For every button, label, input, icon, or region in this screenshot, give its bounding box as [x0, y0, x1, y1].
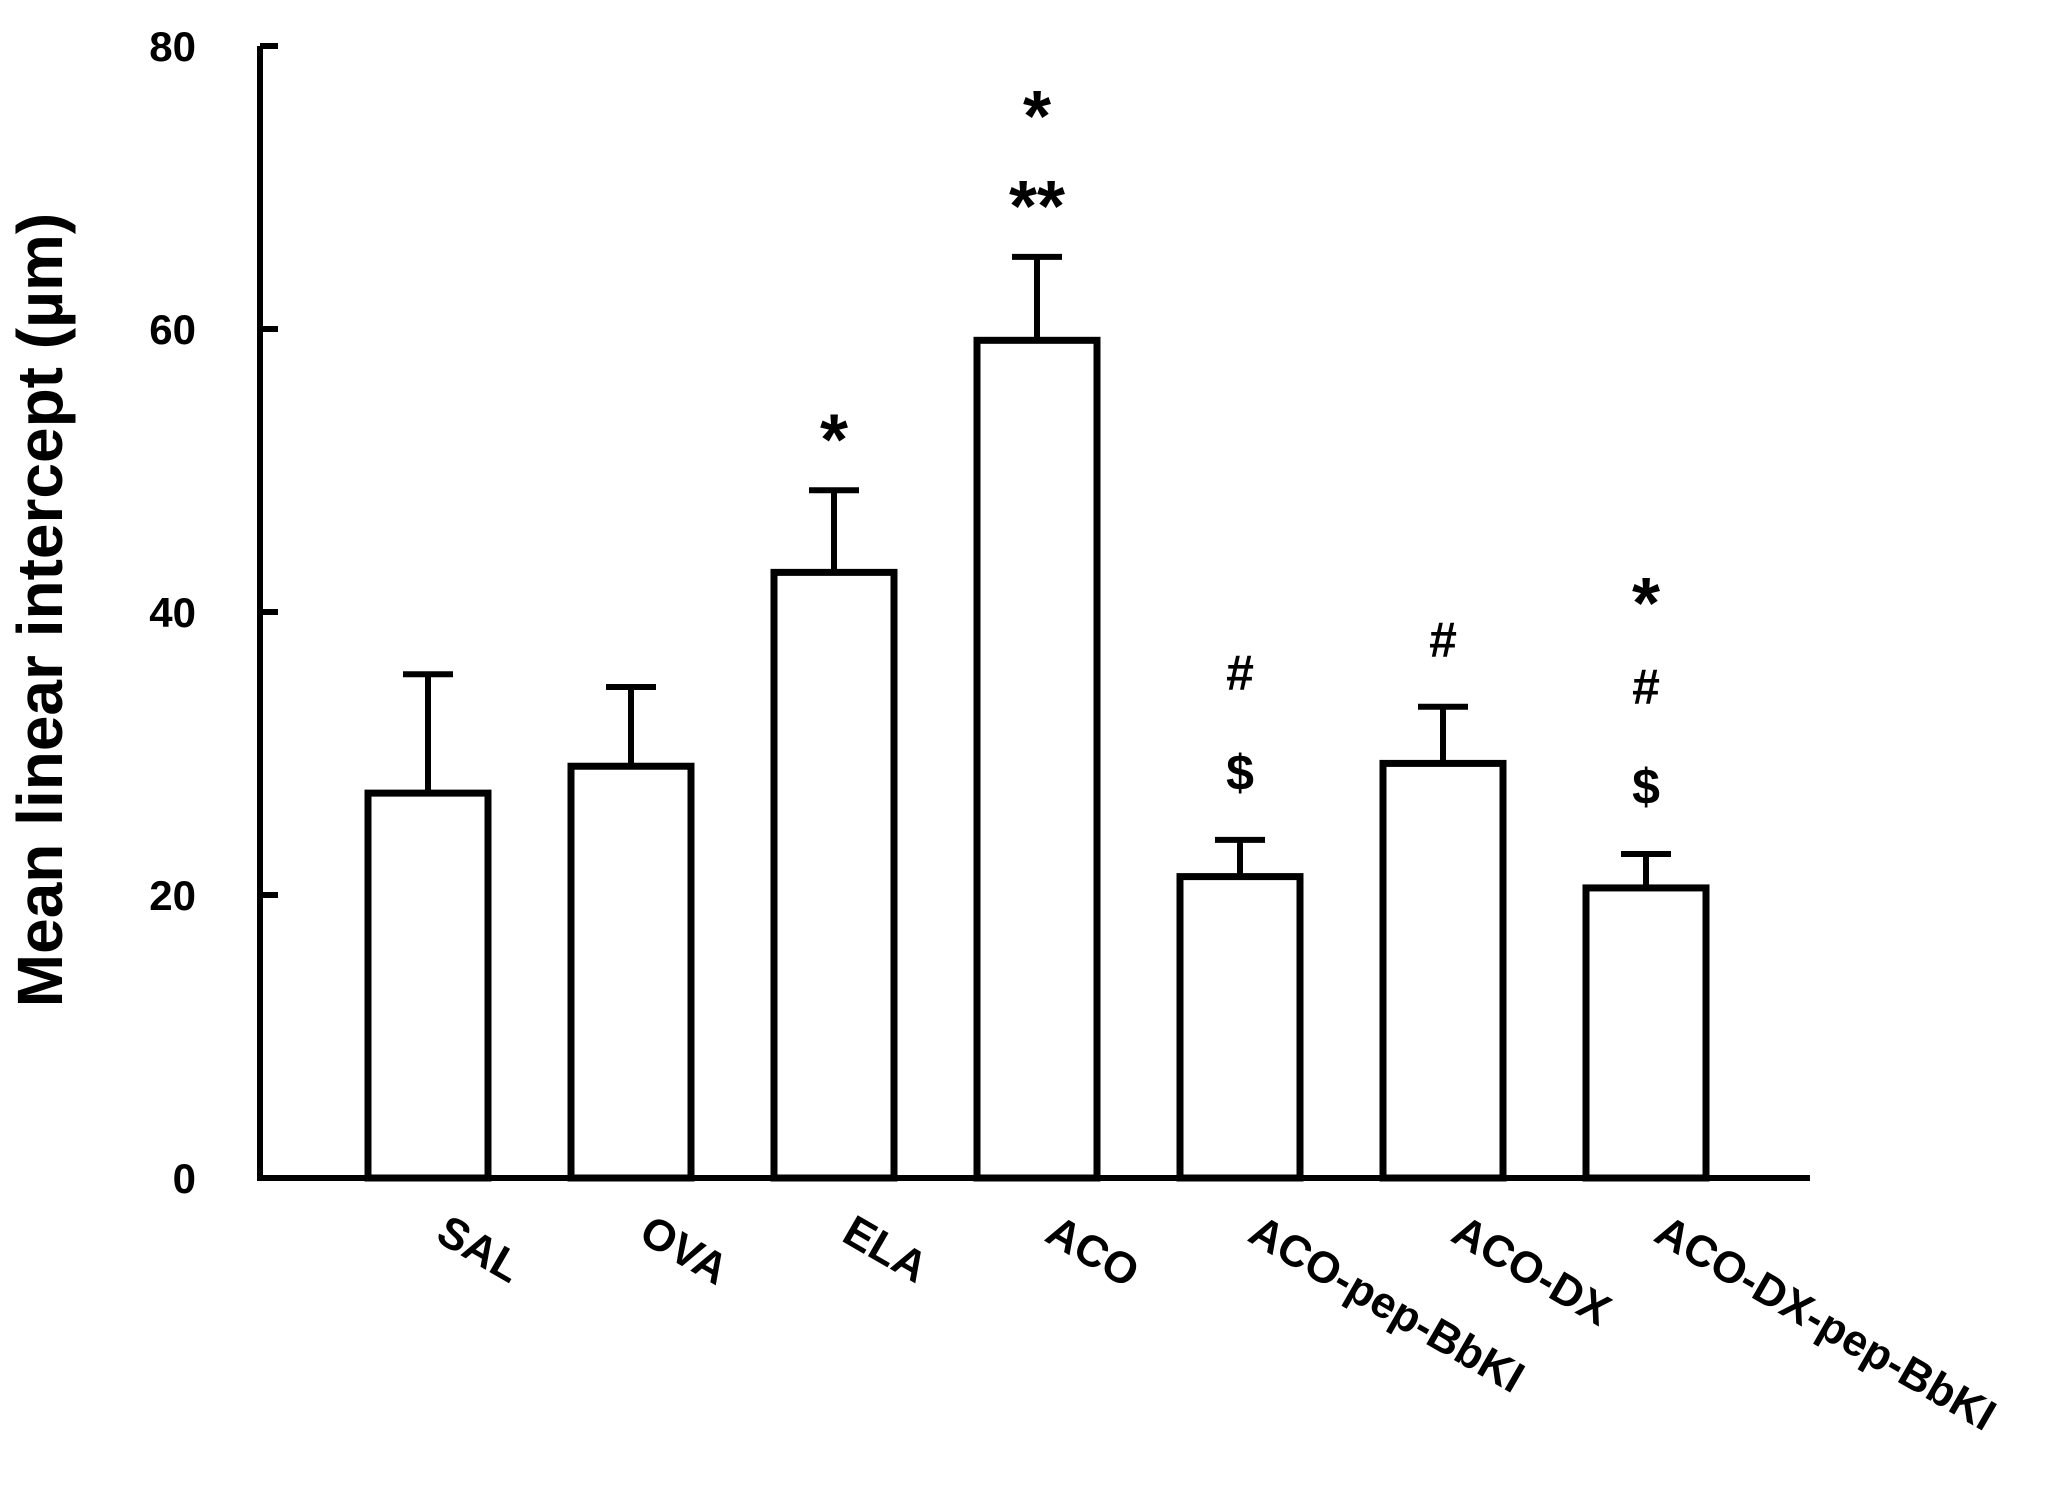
significance-marker: **	[1009, 167, 1065, 247]
significance-marker: #	[1632, 659, 1660, 715]
y-axis-title: Mean linear intercept (µm)	[4, 213, 76, 1007]
y-tick-label: 0	[173, 1155, 196, 1202]
significance-marker: #	[1226, 645, 1254, 701]
bar-aco-dx-pep-bbki	[1582, 884, 1710, 1182]
significance-marker: *	[1023, 77, 1051, 157]
bar-sal	[364, 789, 492, 1182]
bar-ela	[770, 568, 898, 1182]
y-tick-label: 20	[149, 872, 196, 919]
y-tick-label: 60	[149, 306, 196, 353]
x-tick-label: ACO	[1038, 1206, 1147, 1297]
significance-annotations: ****$##$#*	[820, 77, 1660, 815]
bars	[364, 336, 1710, 1182]
bar-aco	[973, 336, 1101, 1182]
y-tick-label: 40	[149, 589, 196, 636]
significance-marker: #	[1429, 612, 1457, 668]
x-tick-label: OVA	[632, 1206, 736, 1294]
x-tick-label: SAL	[429, 1206, 530, 1292]
significance-marker: *	[820, 400, 848, 480]
y-tick-label: 80	[149, 23, 196, 70]
significance-marker: $	[1632, 759, 1660, 815]
bar-aco-pep-bbki	[1176, 873, 1304, 1182]
bar-ova	[567, 762, 695, 1182]
x-tick-label: ACO-DX-pep-BbKI	[1647, 1206, 2004, 1440]
x-tick-label: ACO-DX	[1444, 1206, 1619, 1335]
error-bars	[403, 253, 1671, 888]
x-tick-label: ELA	[835, 1206, 936, 1292]
significance-marker: $	[1226, 745, 1254, 801]
y-axis	[257, 43, 278, 1181]
significance-marker: *	[1632, 564, 1660, 644]
bar-aco-dx	[1379, 759, 1507, 1182]
